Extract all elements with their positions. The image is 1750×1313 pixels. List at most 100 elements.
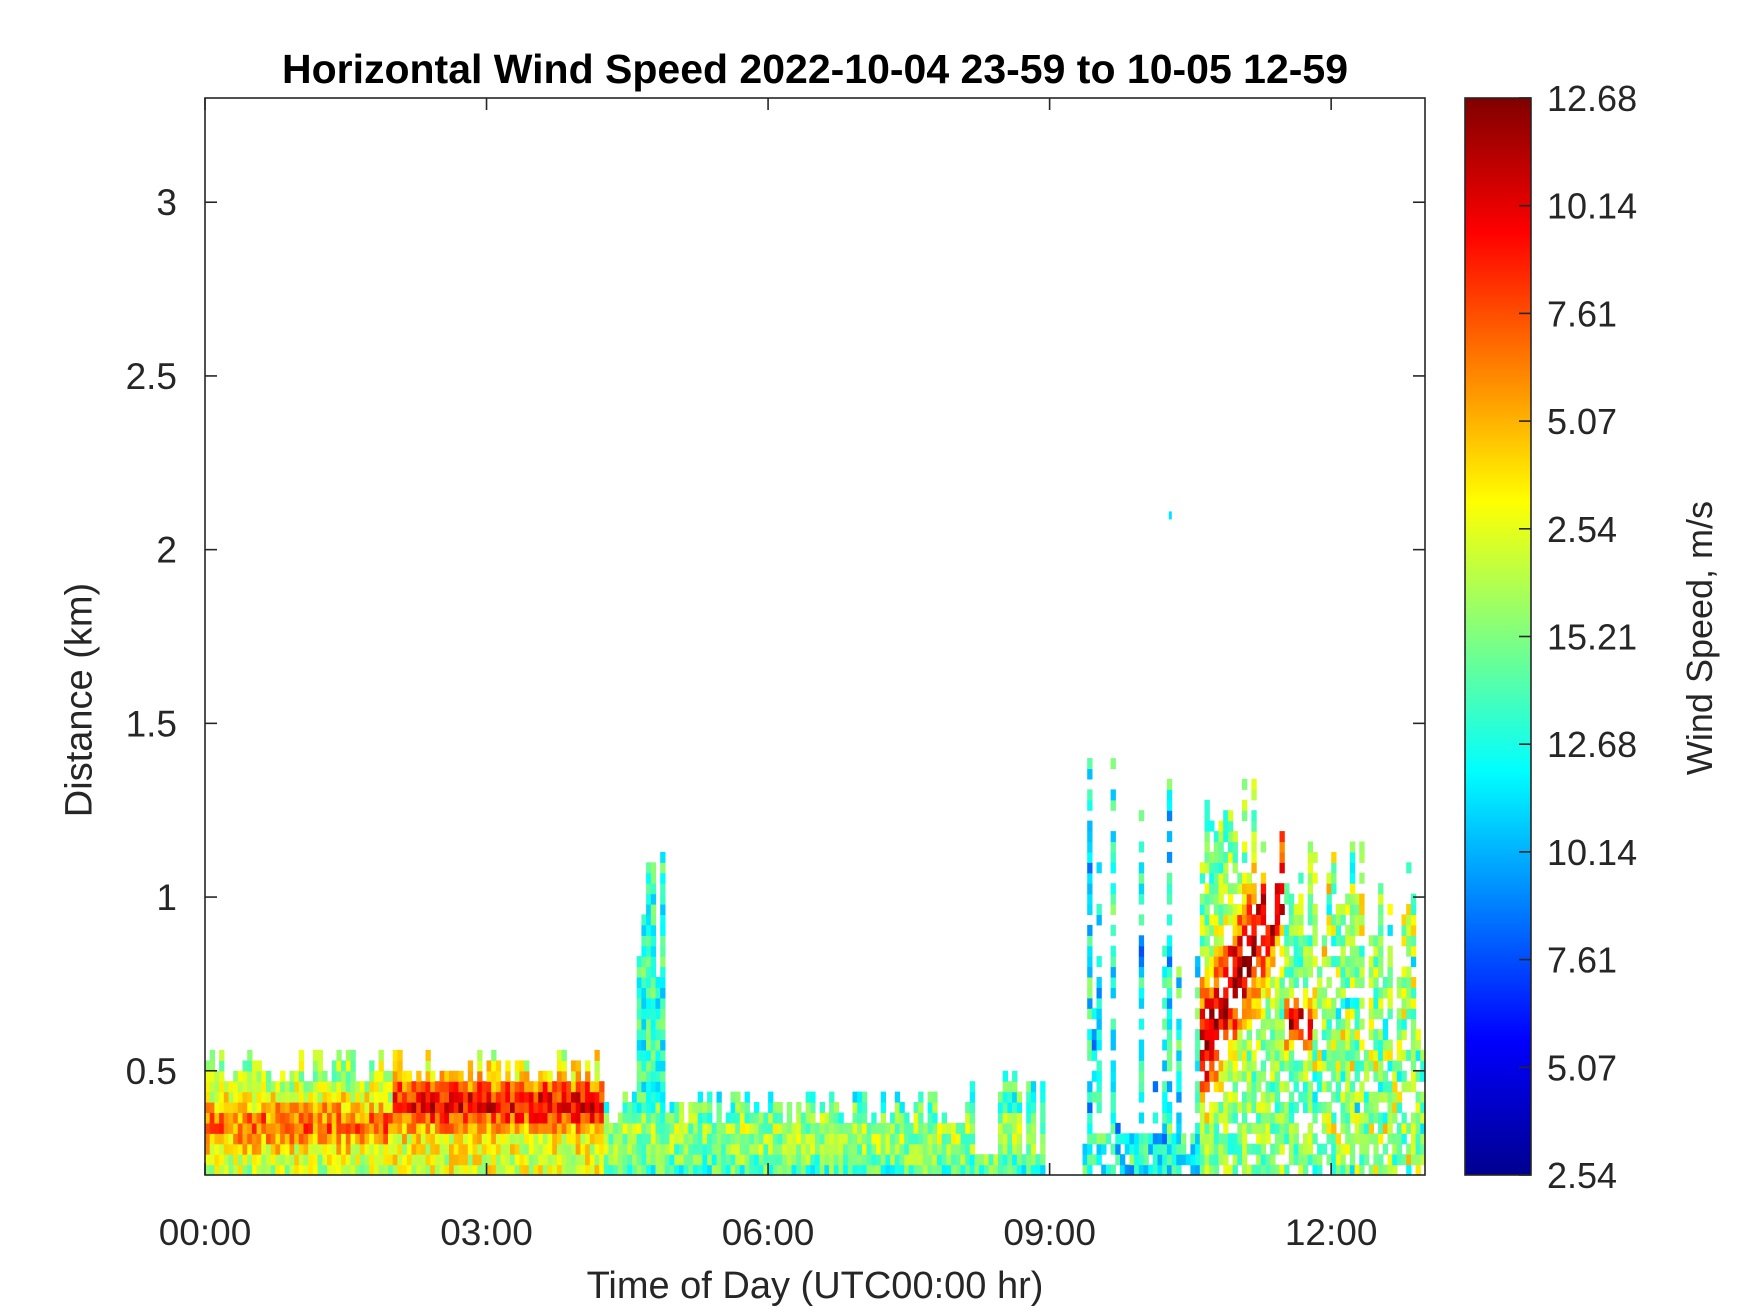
heatmap-cell <box>768 1164 774 1175</box>
heatmap-cell <box>660 1133 666 1145</box>
heatmap-cell <box>388 1143 394 1155</box>
heatmap-cell <box>1284 1133 1290 1145</box>
heatmap-cell <box>1166 987 1173 999</box>
heatmap-cell <box>608 1122 614 1134</box>
heatmap-cell <box>1256 904 1262 915</box>
heatmap-cell <box>364 1122 370 1134</box>
heatmap-cell <box>1288 1154 1295 1166</box>
heatmap-cell <box>758 1143 764 1155</box>
heatmap-cell <box>1298 1164 1304 1175</box>
heatmap-cell <box>1237 1154 1243 1166</box>
heatmap-cell <box>1340 1018 1346 1030</box>
heatmap-cell <box>979 1164 985 1175</box>
heatmap-cell <box>449 1143 455 1155</box>
heatmap-cell <box>312 1154 319 1166</box>
heatmap-cell <box>528 1133 535 1145</box>
heatmap-cell <box>538 1091 544 1103</box>
heatmap-cell <box>1401 1029 1407 1041</box>
heatmap-cell <box>505 1122 511 1134</box>
heatmap-cell <box>782 1133 788 1145</box>
heatmap-cell <box>1335 1018 1342 1030</box>
heatmap-cell <box>1204 935 1210 947</box>
heatmap-cell <box>1307 1049 1313 1061</box>
heatmap-cell <box>739 1122 746 1134</box>
heatmap-cell <box>571 1122 577 1134</box>
heatmap-cell <box>1134 1133 1140 1145</box>
heatmap-cell <box>946 1143 952 1155</box>
heatmap-cell <box>1260 872 1267 884</box>
heatmap-cell <box>1242 1164 1248 1175</box>
heatmap-cell <box>1279 945 1285 957</box>
heatmap-cell <box>1279 1039 1285 1051</box>
heatmap-cell <box>1265 1018 1271 1030</box>
heatmap-cell <box>1382 1018 1389 1030</box>
heatmap-cell <box>613 1154 619 1166</box>
heatmap-cell <box>744 1143 750 1155</box>
heatmap-cell <box>1378 1154 1384 1166</box>
heatmap-cell <box>430 1154 436 1166</box>
heatmap-cell <box>1321 1060 1328 1072</box>
heatmap-cell <box>495 1143 502 1155</box>
colorbar-tick-label: 10.14 <box>1547 186 1637 227</box>
heatmap-cell <box>1359 1143 1365 1155</box>
heatmap-cell <box>589 1143 596 1155</box>
heatmap-cell <box>589 1081 596 1093</box>
heatmap-cell <box>1096 1008 1102 1020</box>
heatmap-cell <box>1035 1164 1041 1175</box>
heatmap-cell <box>1209 924 1215 936</box>
heatmap-cell <box>369 1060 375 1072</box>
heatmap-cell <box>1190 1133 1196 1145</box>
heatmap-cell <box>505 1102 511 1113</box>
heatmap-cell <box>453 1070 459 1082</box>
heatmap-cell <box>1190 1164 1196 1175</box>
heatmap-cell <box>641 1164 647 1175</box>
heatmap-cell <box>876 1143 882 1155</box>
heatmap-cell <box>1232 1112 1238 1124</box>
heatmap-cell <box>791 1122 797 1134</box>
heatmap-cell <box>744 1091 750 1103</box>
heatmap-cell <box>655 997 661 1009</box>
heatmap-cell <box>1242 1143 1248 1155</box>
heatmap-cell <box>1307 1091 1313 1103</box>
heatmap-cell <box>355 1154 361 1166</box>
heatmap-cell <box>336 1060 342 1072</box>
colorbar-tick-label: 15.21 <box>1547 617 1637 658</box>
heatmap-cell <box>233 1133 239 1145</box>
heatmap-cell <box>725 1154 732 1166</box>
heatmap-cell <box>646 1049 652 1061</box>
heatmap-cell <box>439 1122 445 1134</box>
heatmap-cell <box>894 1143 901 1155</box>
heatmap-cell <box>1270 935 1276 947</box>
heatmap-cell <box>1359 1122 1365 1134</box>
heatmap-cell <box>486 1143 492 1155</box>
heatmap-cell <box>594 1143 600 1155</box>
heatmap-cell <box>266 1122 272 1134</box>
heatmap-cell <box>1242 851 1248 863</box>
heatmap-cell <box>327 1112 333 1124</box>
heatmap-cell <box>1157 1133 1163 1145</box>
heatmap-cell <box>270 1081 276 1093</box>
heatmap-cell <box>678 1154 685 1166</box>
heatmap-cell <box>664 1154 671 1166</box>
heatmap-cell <box>1237 966 1243 978</box>
heatmap-cell <box>1288 1102 1295 1113</box>
heatmap-cell <box>622 1112 628 1124</box>
heatmap-cell <box>969 1081 976 1093</box>
heatmap-cell <box>1335 1133 1342 1145</box>
heatmap-cell <box>1166 935 1173 947</box>
heatmap-cell <box>1209 1122 1215 1134</box>
heatmap-cell <box>392 1081 398 1093</box>
heatmap-cell <box>1218 872 1224 884</box>
heatmap-cell <box>1242 987 1248 999</box>
heatmap-cell <box>336 1143 342 1155</box>
heatmap-cell <box>1256 997 1262 1009</box>
heatmap-cell <box>843 1143 849 1155</box>
heatmap-cell <box>411 1102 417 1113</box>
heatmap-cell <box>556 1091 563 1103</box>
heatmap-cell <box>449 1133 455 1145</box>
heatmap-cell <box>444 1164 450 1175</box>
heatmap-cell <box>322 1164 328 1175</box>
heatmap-cell <box>1115 1143 1121 1155</box>
heatmap-cell <box>266 1133 272 1145</box>
heatmap-cell <box>524 1081 530 1093</box>
